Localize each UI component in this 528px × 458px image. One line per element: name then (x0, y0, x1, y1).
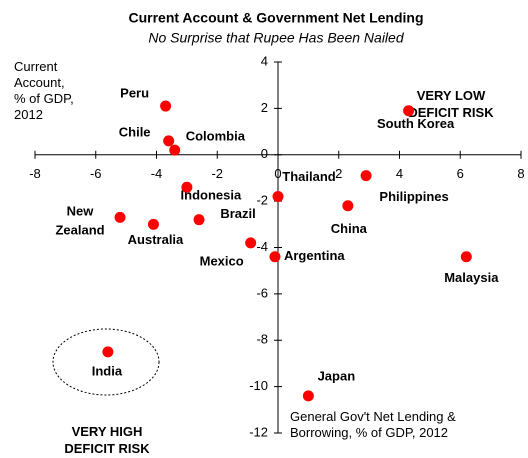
point (114, 211, 126, 223)
point-label: Colombia (186, 129, 246, 144)
y-axis-label-line: % of GDP, (14, 91, 74, 106)
point-label: Philippines (379, 189, 448, 204)
point-label-line: New (67, 204, 95, 219)
x-axis-label: General Gov't Net Lending & Borrowing, % … (290, 409, 456, 440)
x-tick-label: 6 (457, 166, 464, 181)
point (302, 390, 314, 402)
point-label: South Korea (377, 116, 455, 131)
point (269, 251, 281, 263)
x-tick-label: 8 (517, 166, 524, 181)
annotation: VERY LOW DEFICIT RISK (408, 88, 494, 120)
point (403, 105, 415, 117)
point (160, 100, 172, 112)
y-tick-label: 4 (261, 53, 268, 68)
chart-subtitle: No Surprise that Rupee Has Been Nailed (148, 30, 404, 46)
point (460, 251, 472, 263)
y-tick-label: -10 (249, 378, 268, 393)
y-axis-label-line: Current (14, 59, 58, 74)
point (342, 200, 354, 212)
y-tick-label: 0 (261, 146, 268, 161)
x-tick-label: 4 (396, 166, 403, 181)
annotation-line: VERY LOW (417, 88, 486, 103)
point-label: Japan (318, 368, 356, 383)
y-tick-label: -12 (249, 424, 268, 439)
annotation-line: DEFICIT RISK (64, 441, 150, 456)
point-label: India (92, 363, 123, 378)
point-label: Mexico (200, 253, 244, 268)
point-label: Indonesia (181, 188, 242, 203)
point (181, 181, 193, 193)
annotation: VERY HIGH DEFICIT RISK (64, 424, 150, 456)
x-tick-label: 0 (274, 166, 281, 181)
y-tick-label: 2 (261, 100, 268, 115)
y-tick-label: -8 (256, 332, 268, 347)
x-tick-label: -4 (151, 166, 163, 181)
point-label-line: Zealand (55, 223, 104, 238)
point-label: Thailand (282, 169, 336, 184)
point (163, 135, 175, 147)
point (272, 190, 284, 202)
point (169, 144, 181, 156)
point-label: Argentina (284, 248, 345, 263)
x-tick-label: -8 (29, 166, 41, 181)
point-label: Malaysia (444, 270, 499, 285)
point (193, 214, 205, 226)
x-axis-label-line: Borrowing, % of GDP, 2012 (290, 425, 448, 440)
point-label: Peru (120, 85, 149, 100)
point-label: Chile (119, 124, 151, 139)
y-axis-label-line: 2012 (14, 107, 43, 122)
annotation-line: DEFICIT RISK (408, 105, 494, 120)
point-label: New Zealand (55, 204, 104, 238)
point (360, 170, 372, 182)
highlight-ellipse (52, 328, 160, 396)
chart-title: Current Account & Government Net Lending (128, 10, 423, 26)
x-axis-label-line: General Gov't Net Lending & (290, 409, 456, 424)
point (102, 346, 114, 358)
point (245, 237, 257, 249)
point-label: Brazil (220, 206, 255, 221)
annotation-line: VERY HIGH (72, 424, 143, 439)
y-axis-label-line: Account, (14, 75, 65, 90)
point-label: Australia (128, 232, 184, 247)
y-tick-label: -2 (256, 193, 268, 208)
x-tick-label: 2 (335, 166, 342, 181)
y-tick-label: -6 (256, 285, 268, 300)
x-tick-label: -2 (211, 166, 223, 181)
x-tick-label: -6 (90, 166, 102, 181)
y-axis-label: Current Account,% of GDP, 2012 (14, 59, 74, 122)
point (147, 218, 159, 230)
point-label: China (331, 221, 368, 236)
y-tick-label: -4 (256, 239, 268, 254)
